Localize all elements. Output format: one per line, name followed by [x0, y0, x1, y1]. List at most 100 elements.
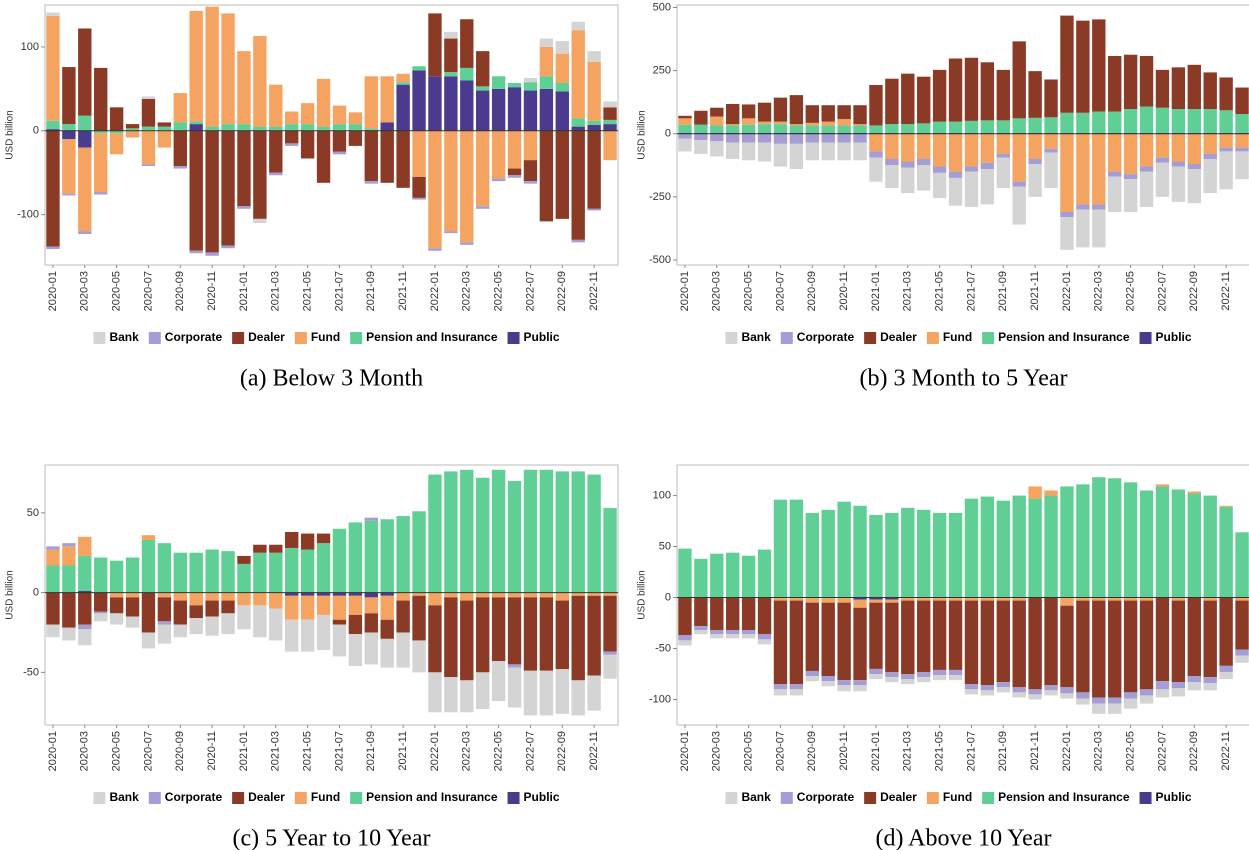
bar-segment: [539, 38, 554, 47]
bar-segment: [141, 96, 156, 99]
bar-segment: [173, 552, 187, 593]
legend-label: Dealer: [248, 790, 285, 804]
bar-segment: [348, 592, 363, 596]
bar-segment: [428, 474, 442, 593]
bar-segment: [1060, 133, 1074, 212]
bar-segment: [710, 553, 724, 598]
bar-segment: [1171, 597, 1186, 601]
bar-segment: [348, 522, 363, 593]
x-tick-label: 2021-07: [333, 271, 345, 311]
bar-segment: [1044, 490, 1058, 496]
bar-segment: [1076, 204, 1090, 210]
bar-segment: [996, 600, 1010, 683]
bar-segment: [1044, 597, 1058, 686]
bar-segment: [555, 669, 569, 714]
x-tick-label: 2021-09: [365, 731, 377, 771]
bar-segment: [237, 130, 251, 207]
legend-label: Fund: [311, 330, 340, 344]
bar-segment: [555, 471, 569, 593]
bar-segment: [948, 597, 963, 601]
bar-segment: [789, 95, 804, 125]
bar-segment: [316, 130, 331, 183]
bar-segment: [412, 511, 426, 593]
bar-segment: [1012, 186, 1026, 225]
bar-segment: [1012, 600, 1026, 688]
bar-segment: [269, 552, 283, 593]
bar-segment: [1076, 692, 1090, 699]
x-tick-label: 2020-07: [774, 731, 786, 771]
bar-segment: [757, 133, 772, 143]
bar-segment: [603, 654, 617, 679]
x-tick-label: 2022-05: [493, 271, 505, 311]
bar-segment: [980, 600, 995, 686]
bar-segment: [412, 592, 426, 596]
legend-label: Public: [524, 790, 560, 804]
bar-segment: [316, 592, 331, 596]
bar-segment: [125, 597, 140, 617]
bar-segment: [1092, 19, 1106, 112]
bar-segment: [1028, 694, 1042, 700]
bar-segment: [1235, 87, 1249, 115]
legend-swatch: [350, 332, 363, 344]
x-tick-label: 2021-03: [270, 731, 282, 771]
x-tick-label: 2021-01: [870, 271, 882, 311]
bar-segment: [1060, 15, 1074, 113]
bar-segment: [444, 31, 458, 39]
bar-segment: [157, 543, 172, 593]
legend-swatch: [780, 332, 793, 344]
bar-segment: [237, 563, 251, 593]
bar-segment: [1012, 687, 1026, 693]
bar-segment: [364, 597, 378, 614]
x-tick-label: 2020-05: [743, 731, 755, 771]
x-tick-label: 2021-01: [870, 731, 882, 771]
legend-label: Bank: [109, 330, 139, 344]
bar-segment: [603, 124, 617, 131]
bar-segment: [980, 496, 995, 598]
bar-segment: [316, 533, 331, 544]
bar-segment: [173, 122, 187, 131]
bar-segment: [587, 595, 601, 676]
bar-segment: [917, 600, 931, 672]
bar-segment: [380, 595, 394, 620]
bar-segment: [964, 498, 979, 598]
x-tick-label: 2022-11: [1220, 731, 1232, 771]
bar-segment: [710, 125, 724, 133]
bar-segment: [1139, 106, 1154, 133]
y-tick-label: -50: [23, 666, 39, 678]
bar-segment: [1076, 484, 1090, 598]
legend-label: Bank: [741, 330, 771, 344]
y-tick-label: 250: [653, 65, 671, 77]
bar-segment: [821, 509, 835, 598]
bar-segment: [1060, 486, 1074, 598]
bar-segment: [1076, 698, 1090, 705]
bar-segment: [932, 512, 947, 598]
bar-segment: [726, 125, 740, 133]
bar-segment: [805, 597, 819, 603]
x-tick-label: 2021-03: [270, 271, 282, 311]
bar-segment: [885, 158, 899, 166]
bar-segment: [678, 635, 692, 641]
bar-segment: [476, 86, 490, 91]
bar-segment: [539, 88, 554, 131]
bar-segment: [1108, 478, 1122, 598]
bar-segment: [964, 120, 979, 133]
legend-swatch: [982, 792, 995, 804]
legend-label: Corporate: [165, 790, 223, 804]
x-tick-label: 2020-01: [47, 731, 59, 771]
bar-segment: [1123, 133, 1138, 175]
bar-segment: [364, 592, 378, 598]
bar-segment: [109, 133, 124, 155]
bar-segment: [853, 599, 867, 608]
bar-segment: [757, 121, 772, 125]
bar-segment: [1139, 600, 1154, 690]
bar-segment: [46, 624, 60, 638]
bar-segment: [1060, 211, 1074, 218]
bar-segment: [837, 105, 851, 120]
bar-segment: [869, 674, 883, 680]
legend-swatch: [780, 792, 793, 804]
bar-segment: [285, 619, 299, 652]
bar-segment: [444, 597, 458, 678]
bar-segment: [1139, 55, 1154, 107]
bar-segment: [932, 166, 947, 173]
bar-segment: [78, 629, 92, 646]
